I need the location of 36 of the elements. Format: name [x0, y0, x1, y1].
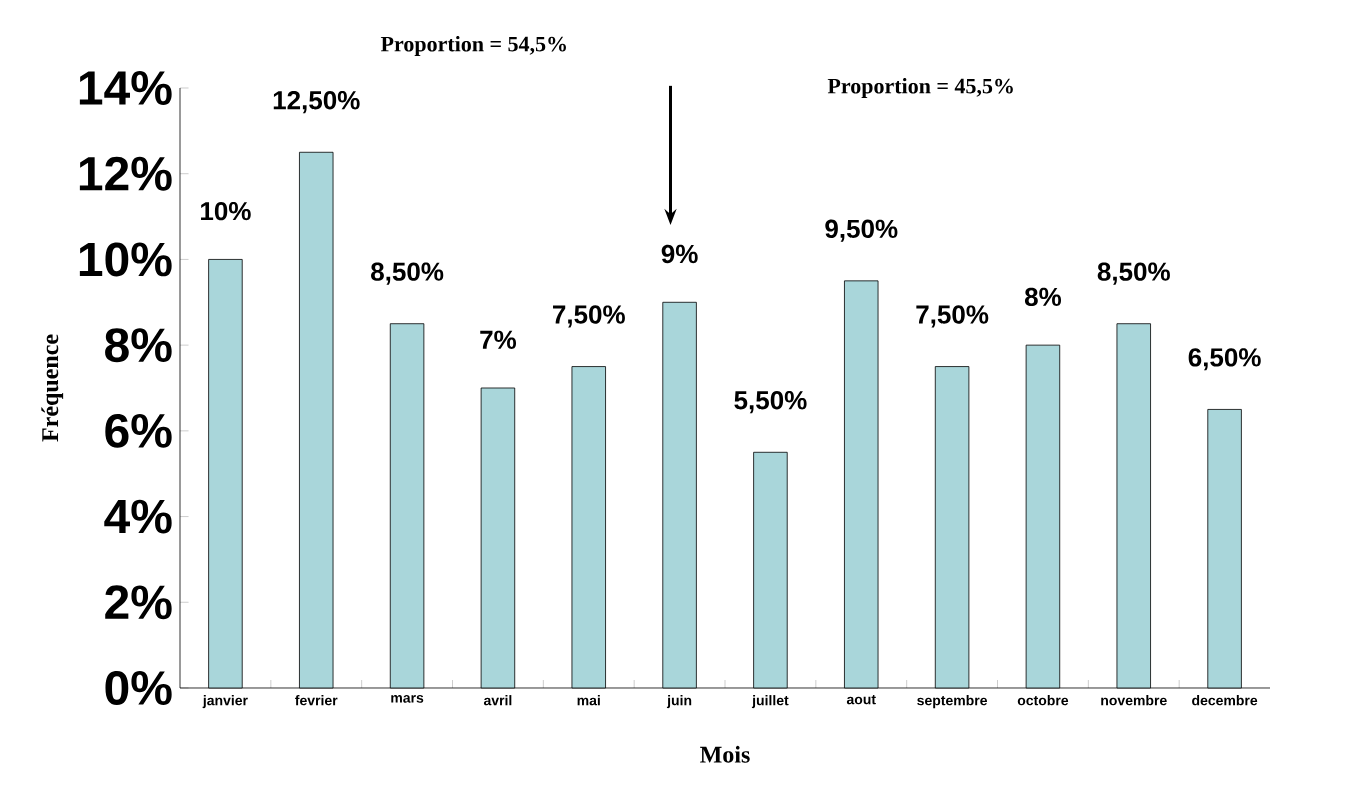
x-tick-label: octobre: [1017, 695, 1069, 706]
y-tick-label: 4%: [104, 499, 172, 534]
data-label: 7,50%: [553, 305, 625, 328]
data-label: 8,50%: [1097, 262, 1170, 285]
data-label: 8,50%: [371, 262, 444, 285]
y-axis-title: Fréquence: [41, 334, 64, 442]
data-label: 12,50%: [273, 91, 360, 114]
data-label: 10%: [201, 201, 251, 221]
x-tick-label: juillet: [751, 695, 789, 709]
y-tick-label: 0%: [105, 671, 172, 705]
x-tick-label: aout: [846, 695, 876, 705]
x-tick-label: decembre: [1192, 695, 1258, 706]
x-tick-label: juin: [666, 695, 692, 709]
x-tick-label: mars: [391, 695, 424, 703]
y-tick-label: 8%: [105, 328, 172, 363]
y-tick-label: 14%: [79, 71, 172, 105]
x-axis-title: Mois: [700, 745, 750, 763]
y-tick-label: 10%: [79, 242, 172, 277]
data-label: 6,50%: [1188, 348, 1261, 371]
x-tick-label: fevrier: [295, 695, 338, 706]
y-tick-label: 6%: [105, 413, 172, 448]
x-tick-label: novembre: [1101, 695, 1167, 706]
y-tick-label: 2%: [105, 585, 172, 620]
annotation: Proportion = 45,5%: [827, 78, 1013, 98]
x-tick-label: avril: [483, 695, 512, 706]
data-label: 9%: [661, 244, 698, 264]
x-tick-label: mai: [577, 695, 600, 706]
x-tick-label: septembre: [917, 695, 988, 709]
text: Proportion = 54,5%: [380, 36, 566, 56]
x-tick-label: janvier: [202, 695, 248, 709]
data-label: 9,50%: [825, 219, 898, 242]
data-label: 8%: [1024, 287, 1062, 307]
data-label: 7%: [480, 330, 517, 349]
y-tick-label: 12%: [79, 156, 172, 191]
data-label: 7,50%: [916, 305, 989, 328]
data-label: 5,50%: [734, 391, 807, 414]
